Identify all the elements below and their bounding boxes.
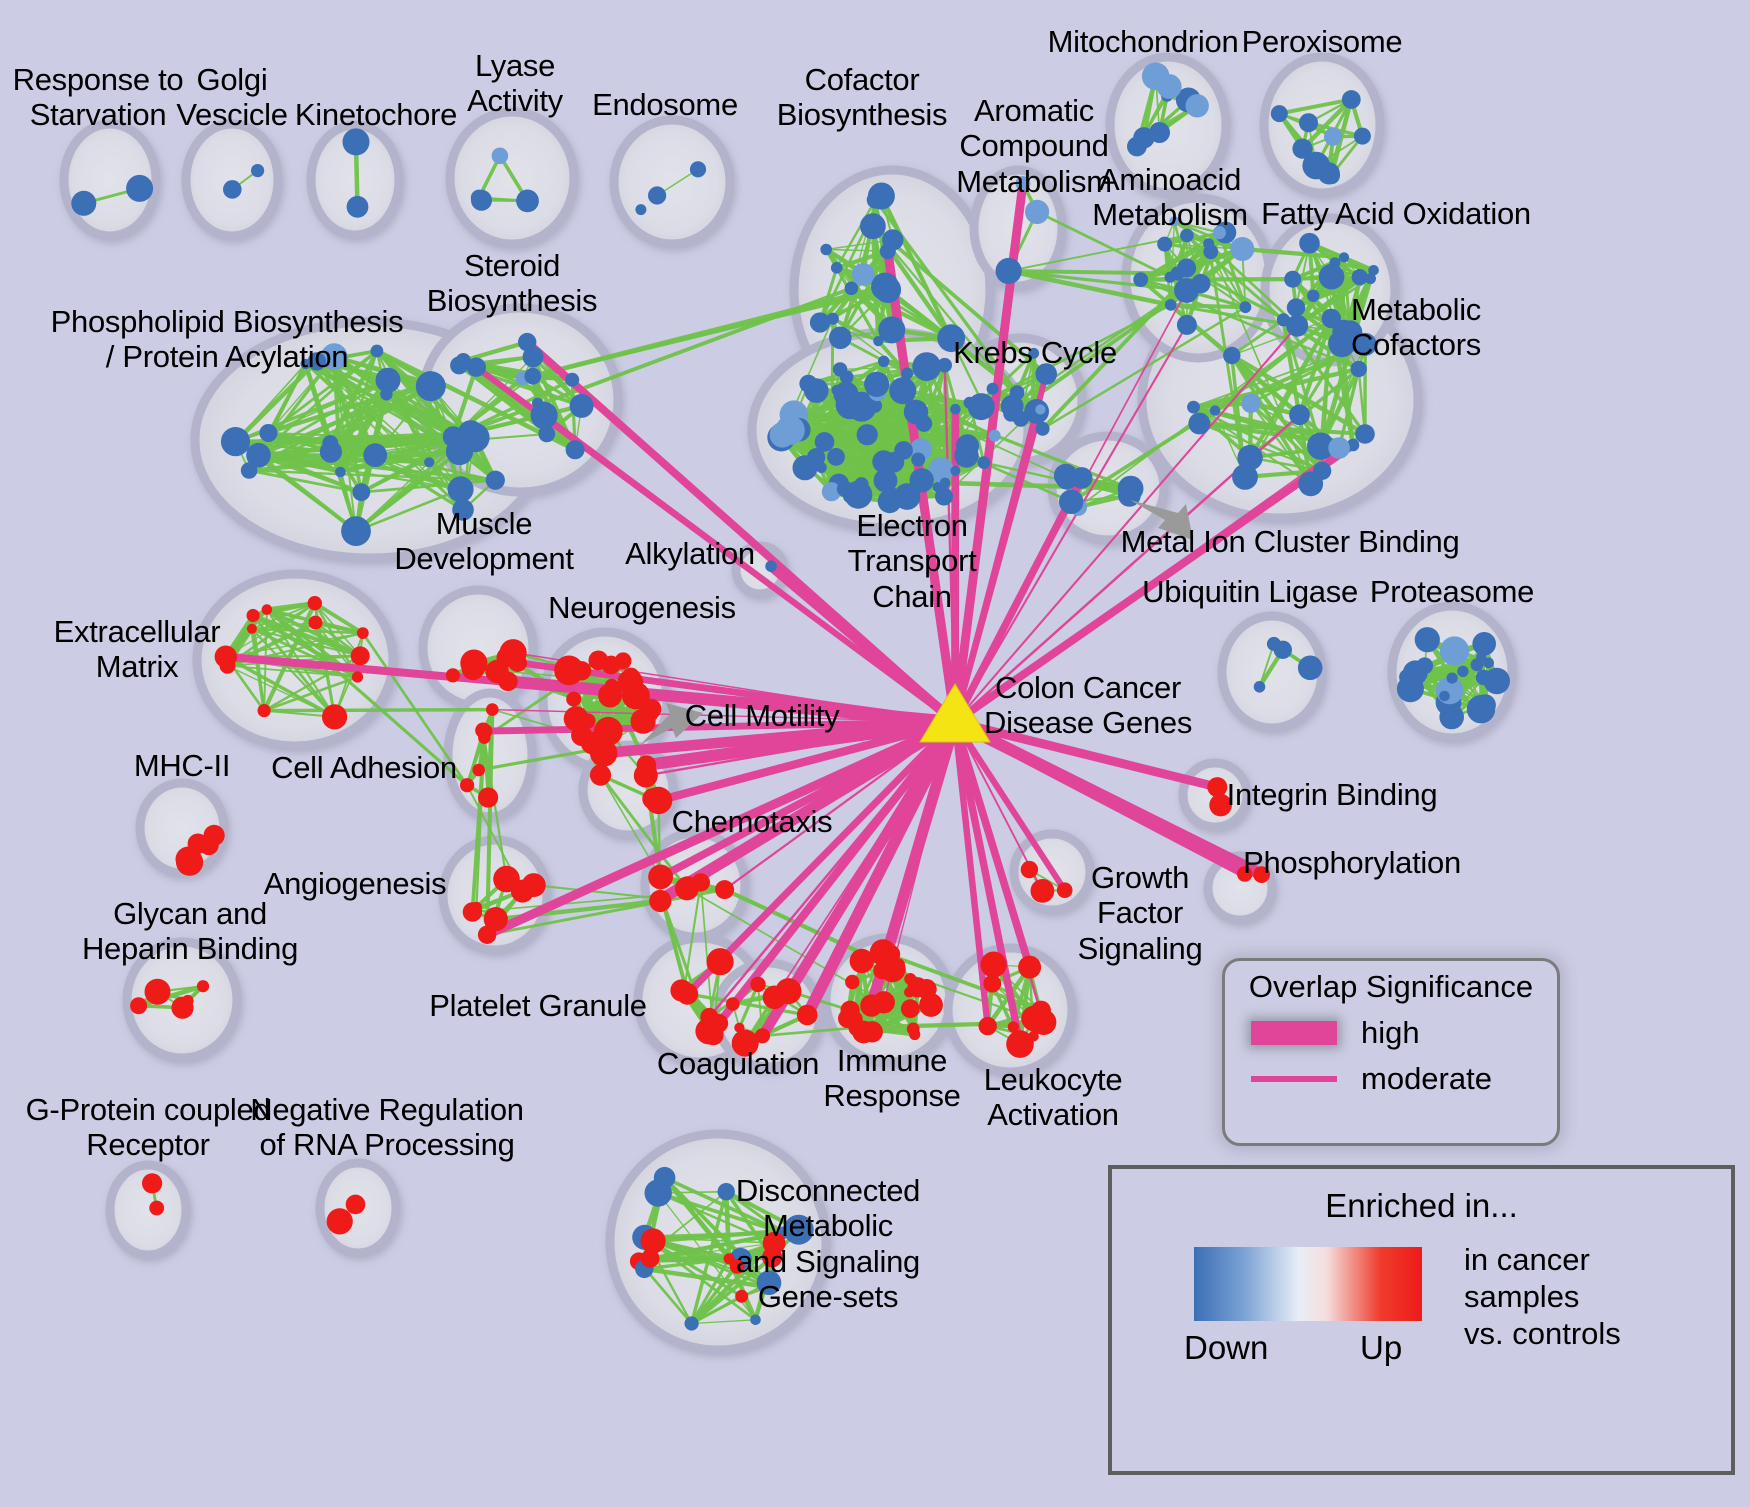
enrichment-legend-title: Enriched in...: [1325, 1187, 1518, 1224]
enrichment-color-gradient-bar: [1194, 1247, 1422, 1321]
gene-set-nodes: [71, 62, 1511, 1331]
overlap-legend-row-high: high: [1225, 1015, 1557, 1051]
overlap-significance-legend: Overlap Significance high moderate: [1222, 958, 1560, 1146]
high-overlap-label: high: [1361, 1014, 1420, 1050]
moderate-overlap-label: moderate: [1361, 1060, 1492, 1096]
cell-motility-arrow: [640, 703, 703, 745]
overlap-legend-title: Overlap Significance: [1248, 969, 1534, 1004]
metal-ion-arrow: [1130, 500, 1193, 540]
overlap-edges: [225, 182, 1356, 1045]
high-overlap-swatch: [1251, 1020, 1337, 1045]
enrichment-side-text: in cancer samples vs. controls: [1464, 1242, 1621, 1352]
enrichment-down-label: Down: [1184, 1329, 1269, 1366]
overlap-legend-row-moderate: moderate: [1225, 1061, 1557, 1097]
colon-cancer-hub-triangle[interactable]: [919, 683, 991, 743]
enrichment-up-label: Up: [1360, 1329, 1403, 1366]
enrichment-legend: Enriched in... Down Up in cancer samples…: [1108, 1165, 1735, 1475]
annotation-arrows: [640, 500, 1193, 745]
moderate-overlap-swatch: [1251, 1075, 1337, 1082]
